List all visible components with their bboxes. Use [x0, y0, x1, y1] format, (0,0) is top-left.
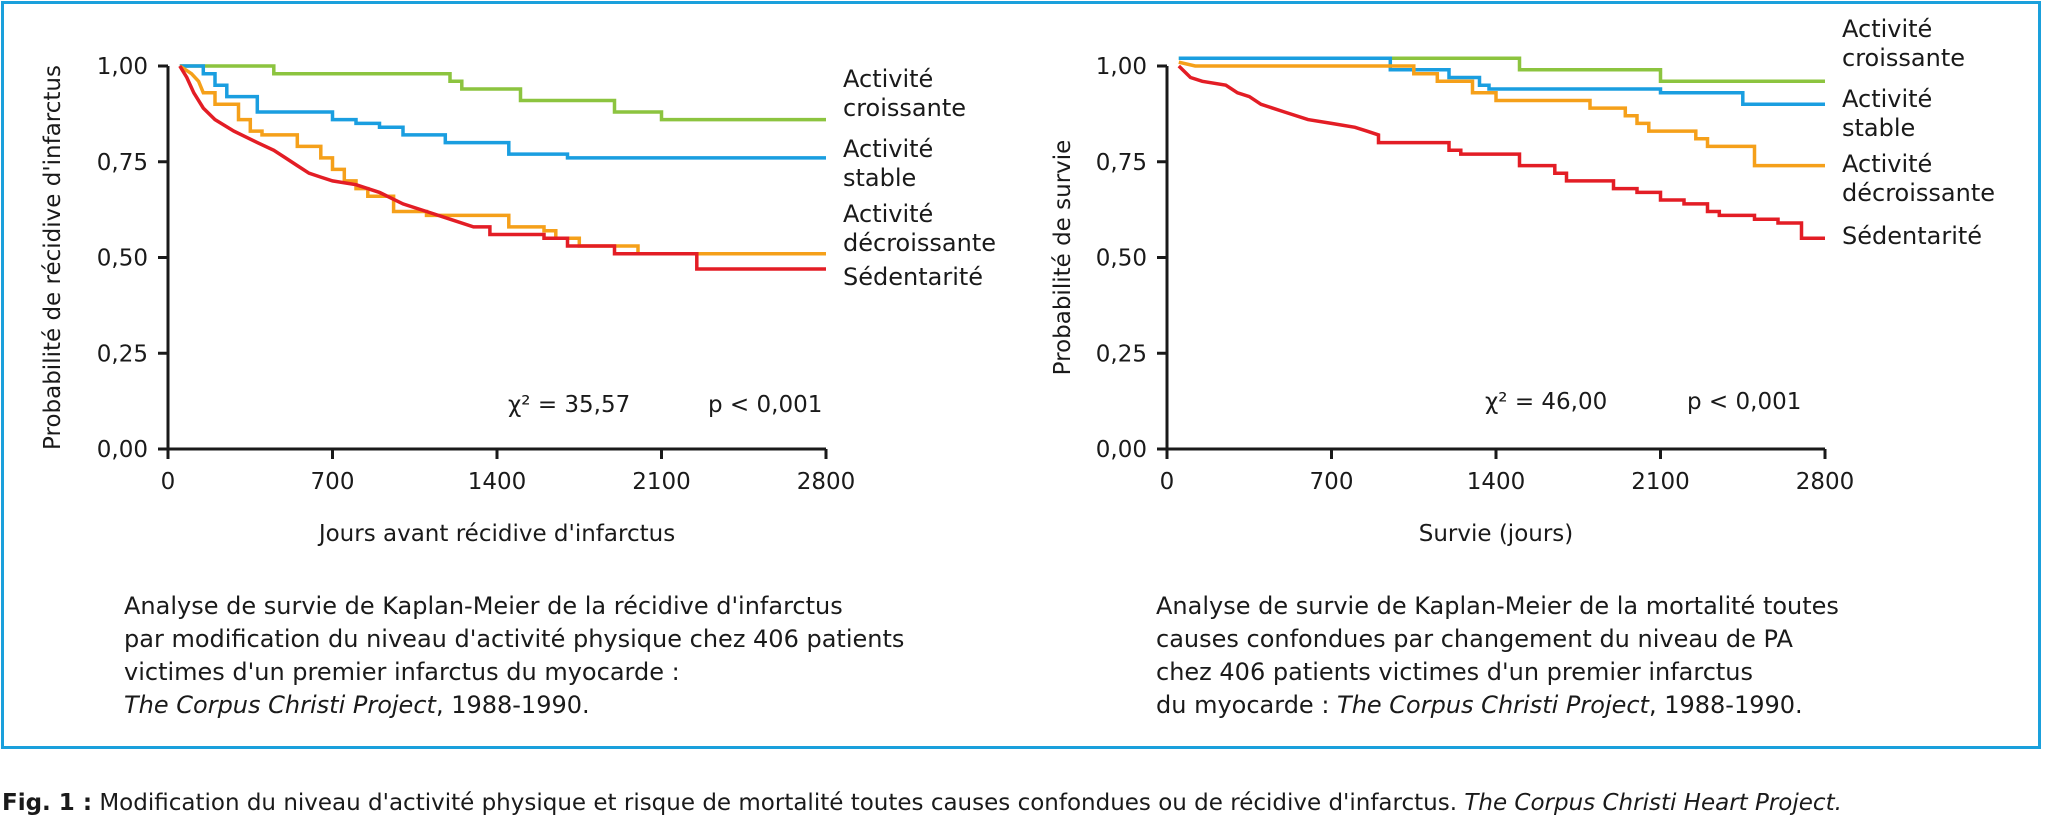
x-tick-label: 2800: [797, 469, 856, 495]
caption-right-line1: Analyse de survie de Kaplan-Meier de la …: [1156, 592, 1839, 620]
y-tick-label: 0,50: [1096, 246, 1147, 272]
caption-right-source: The Corpus Christi Project: [1337, 691, 1649, 719]
caption-left-line3: victimes d'un premier infarctus du myoca…: [124, 658, 680, 686]
legend-label-sedentarite: Sédentarité: [843, 263, 983, 291]
series-line-decroissante: [1178, 60, 1825, 168]
figure-label: Fig. 1 :: [2, 790, 93, 816]
y-tick-label: 0,00: [1096, 437, 1147, 463]
chi-square-stat: χ² = 35,57: [508, 392, 630, 418]
caption-left-line1: Analyse de survie de Kaplan-Meier de la …: [124, 592, 843, 620]
caption-right-line4: du myocarde : The Corpus Christi Project…: [1156, 689, 2036, 722]
legend-label-decroissante: décroissante: [843, 229, 996, 257]
caption-left-source: The Corpus Christi Project: [124, 691, 436, 719]
legend-label-croissante: Activité: [843, 65, 933, 93]
caption-right-line2: causes confondues par changement du nive…: [1156, 625, 1793, 653]
legend-label-decroissante: décroissante: [1842, 179, 1995, 207]
p-value: p < 0,001: [1687, 389, 1801, 415]
series-line-stable: [179, 64, 826, 160]
caption-right-line3: chez 406 patients victimes d'un premier …: [1156, 658, 1754, 686]
y-tick-label: 0,00: [97, 437, 148, 463]
y-tick-label: 1,00: [1096, 54, 1147, 80]
legend-label-decroissante: Activité: [1842, 150, 1932, 178]
x-axis-label: Survie (jours): [1419, 521, 1574, 547]
y-axis-label: Probabilité de récidive d'infarctus: [40, 65, 66, 450]
legend-label-croissante: Activité: [1842, 15, 1932, 43]
x-axis-label: Jours avant récidive d'infarctus: [317, 521, 675, 547]
p-value: p < 0,001: [708, 392, 822, 418]
x-tick-label: 1400: [1467, 469, 1526, 495]
x-tick-label: 2100: [1631, 469, 1690, 495]
legend-label-stable: Activité: [1842, 85, 1932, 113]
y-tick-label: 1,00: [97, 54, 148, 80]
figure-source: The Corpus Christi Heart Project.: [1464, 790, 1842, 816]
series-line-sedentarite: [178, 65, 826, 271]
x-tick-label: 2800: [1796, 469, 1855, 495]
series-line-stable: [1178, 56, 1825, 107]
y-tick-label: 0,75: [97, 150, 148, 176]
x-tick-label: 700: [1310, 469, 1354, 495]
y-tick-label: 0,25: [1096, 341, 1147, 367]
series-line-croissante: [179, 64, 826, 122]
x-tick-label: 2100: [632, 469, 691, 495]
legend-label-stable: stable: [1842, 114, 1915, 142]
x-tick-label: 0: [1160, 469, 1175, 495]
caption-left: Analyse de survie de Kaplan-Meier de la …: [124, 590, 1004, 722]
series-line-croissante: [1178, 56, 1825, 84]
caption-left-years: , 1988-1990.: [435, 691, 590, 719]
y-axis-label: Probabilité de survie: [1050, 140, 1076, 376]
chi-square-stat: χ² = 46,00: [1485, 389, 1607, 415]
x-tick-label: 700: [311, 469, 355, 495]
figure-caption: Fig. 1 : Modification du niveau d'activi…: [2, 790, 1842, 816]
legend-label-stable: stable: [843, 164, 916, 192]
y-tick-label: 0,50: [97, 246, 148, 272]
caption-left-line4: The Corpus Christi Project, 1988-1990.: [124, 689, 1004, 722]
chart-2: 0 700 1400 2100 2800 0,00 0,25 0,50 0,75 1,00 Prob…: [1050, 15, 1995, 547]
caption-left-line2: par modification du niveau d'activité ph…: [124, 625, 905, 653]
chart-1: 0 700 1400 2100 2800 0,00 0,25 0,50 0,75 1,00 Prob…: [40, 54, 996, 547]
figure-text: Modification du niveau d'activité physiq…: [92, 790, 1465, 816]
charts-canvas: 0 700 1400 2100 2800 0,00 0,25 0,50 0,75 1,00 Prob…: [40, 15, 1995, 547]
legend-label-croissante: croissante: [1842, 44, 1965, 72]
caption-right-prefix: du myocarde :: [1156, 691, 1338, 719]
x-tick-label: 1400: [468, 469, 527, 495]
y-tick-label: 0,75: [1096, 150, 1147, 176]
figure-frame: [1, 1, 2041, 749]
legend-label-croissante: croissante: [843, 94, 966, 122]
series-line-decroissante: [178, 64, 826, 256]
legend-label-stable: Activité: [843, 135, 933, 163]
series-line-sedentarite: [1177, 64, 1825, 241]
legend-label-decroissante: Activité: [843, 200, 933, 228]
y-tick-label: 0,25: [97, 341, 148, 367]
caption-right-years: , 1988-1990.: [1648, 691, 1803, 719]
legend-label-sedentarite: Sédentarité: [1842, 222, 1982, 250]
caption-right: Analyse de survie de Kaplan-Meier de la …: [1156, 590, 2036, 722]
x-tick-label: 0: [161, 469, 176, 495]
